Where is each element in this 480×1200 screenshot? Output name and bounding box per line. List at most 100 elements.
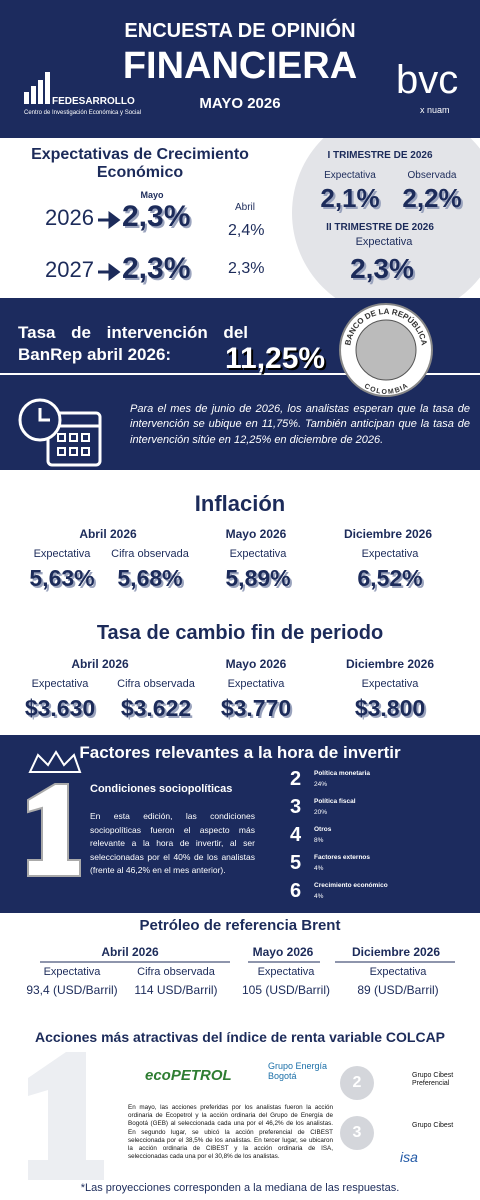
growth-value: 2,3%	[122, 200, 191, 233]
period-title: Mayo 2026	[252, 945, 314, 959]
period-title: Mayo 2026	[225, 657, 287, 671]
rank-circles	[340, 1066, 374, 1150]
item-label: Cifra observada	[137, 966, 215, 978]
factor-rank: 2	[290, 768, 302, 790]
label: Expectativa	[355, 236, 413, 248]
period-title: Diciembre 2026	[343, 527, 433, 541]
growth-previous: 2,4%	[228, 222, 265, 239]
factor-share: 4%	[314, 865, 324, 872]
top-factor-text: En esta edición, las condiciones sociopo…	[90, 811, 255, 876]
item-value: 93,4 (USD/Barril)	[26, 983, 118, 997]
item-value: 5,63%	[29, 565, 95, 591]
org-subtitle: Centro de Investigación Económica y Soci…	[24, 110, 142, 116]
quarter-value: 2,1%	[320, 183, 380, 213]
quarter-title: II TRIMESTRE DE 2026	[326, 222, 434, 233]
factor-rank: 5	[290, 852, 302, 874]
seal: BANCO DE LA REPÚBLICA COLOMBIA	[339, 303, 433, 397]
factor-share: 20%	[314, 809, 328, 816]
stocks-rank-one	[28, 1052, 104, 1180]
rate-title: Tasa de intervención del BanRep abril 20…	[18, 323, 248, 365]
growth-circle	[292, 138, 480, 298]
org-name: FEDESARROLLO	[52, 96, 135, 107]
year: 2027	[45, 257, 94, 282]
section-title: Tasa de cambio fin de periodo	[96, 622, 384, 644]
column-label: Mayo	[140, 190, 164, 200]
column-label: Abril	[234, 202, 255, 213]
item-label: Expectativa	[369, 966, 427, 978]
item-label: Expectativa	[31, 678, 89, 690]
period-title: Abril 2026	[79, 527, 137, 541]
item-value: 6,52%	[357, 565, 423, 591]
top-factor: Condiciones sociopolíticas	[90, 783, 233, 795]
factor-name: Política fiscal	[314, 798, 356, 805]
rate-note: Para el mes de junio de 2026, los analis…	[130, 403, 470, 446]
stock-rank: 2	[352, 1074, 362, 1091]
item-value: 89 (USD/Barril)	[357, 983, 439, 997]
item-value: 5,89%	[225, 565, 291, 591]
factor-rank: 3	[290, 796, 302, 818]
section-title: Expectativas de Crecimiento Económico	[31, 146, 249, 181]
company-logo: Grupo Cibest Preferencial	[412, 1072, 454, 1087]
factor-name: Otros	[314, 826, 332, 833]
company-logo: isa	[400, 1149, 418, 1165]
item-value: 5,68%	[117, 565, 183, 591]
period-title: Mayo 2026	[225, 527, 287, 541]
label: Observada	[407, 170, 457, 181]
header-band	[0, 0, 480, 138]
factor-name: Política monetaria	[314, 770, 370, 777]
item-label: Expectativa	[229, 548, 287, 560]
partner-logo: bvc	[396, 58, 459, 102]
section-title: Factores relevantes a la hora de inverti…	[79, 743, 401, 762]
company-logo: Grupo Energía Bogotá	[268, 1061, 328, 1081]
rate-value: 11,25%	[225, 342, 326, 375]
item-label: Expectativa	[33, 548, 91, 560]
title: ENCUESTA DE OPINIÓN	[124, 20, 356, 42]
factor-rank: 6	[290, 880, 302, 902]
item-value: $3.622	[120, 695, 192, 721]
stocks-text: En mayo, las acciones preferidas por los…	[128, 1104, 333, 1161]
section-title: Petróleo de referencia Brent	[139, 917, 341, 934]
factor-share: 8%	[314, 837, 324, 844]
stock-rank: 3	[352, 1124, 362, 1141]
partner-sub: x nuam	[420, 105, 450, 115]
factors-band	[0, 735, 480, 913]
quarter-value: 2,3%	[350, 253, 414, 284]
growth-value: 2,3%	[122, 252, 191, 285]
rank-one-icon	[27, 750, 82, 877]
item-value: 114 USD/Barril)	[134, 983, 218, 997]
growth-previous: 2,3%	[228, 260, 265, 277]
item-label: Cifra observada	[111, 548, 189, 560]
period-title: Diciembre 2026	[351, 945, 441, 959]
company-logo: Grupo Cibest	[412, 1122, 454, 1129]
item-value: $3.630	[24, 695, 96, 721]
date: MAYO 2026	[199, 95, 281, 112]
section-title: Acciones más atractivas del índice de re…	[34, 1029, 446, 1045]
period-title: Abril 2026	[101, 945, 159, 959]
factor-rank: 4	[290, 824, 302, 846]
section-title: Inflación	[194, 491, 286, 516]
item-label: Expectativa	[361, 678, 419, 690]
title-main: FINANCIERA	[122, 45, 358, 87]
footnote: *Las proyecciones corresponden a la medi…	[80, 1182, 400, 1194]
item-label: Expectativa	[361, 548, 419, 560]
fedesarrollo-logo	[24, 72, 50, 104]
calendar-icon	[18, 398, 102, 467]
factor-share: 24%	[314, 781, 328, 788]
period-title: Diciembre 2026	[345, 657, 435, 671]
item-value: 105 (USD/Barril)	[241, 983, 331, 997]
label: Expectativa	[324, 170, 376, 181]
divider	[0, 373, 480, 375]
factor-share: 4%	[314, 893, 324, 900]
item-label: Expectativa	[227, 678, 285, 690]
quarter-value: 2,2%	[402, 183, 462, 213]
year: 2026	[45, 205, 94, 230]
growth-band	[0, 138, 480, 298]
period-title: Abril 2026	[71, 657, 129, 671]
factor-name: Factores externos	[314, 854, 370, 861]
item-label: Expectativa	[43, 966, 101, 978]
company-logo: ecoPETROL	[145, 1067, 232, 1084]
factor-name: Crecimiento económico	[314, 882, 388, 889]
item-label: Cifra observada	[117, 678, 195, 690]
